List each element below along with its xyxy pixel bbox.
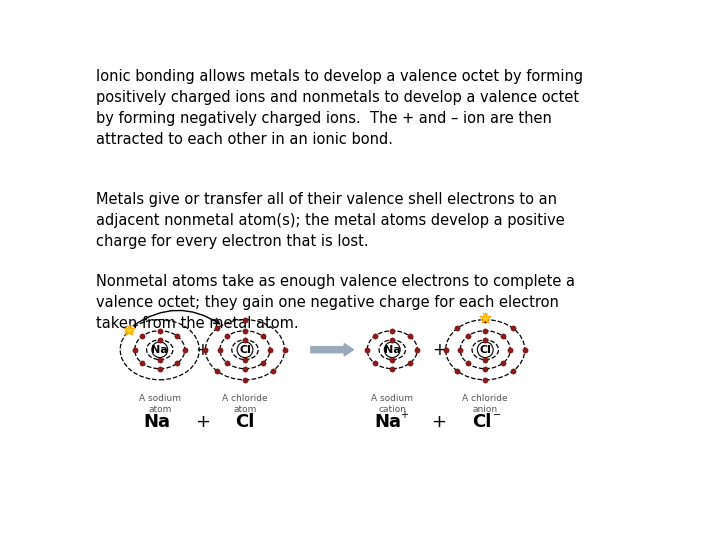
Text: A chloride
atom: A chloride atom bbox=[222, 394, 268, 415]
Text: Nonmetal atoms take as enough valence electrons to complete a
valence octet; the: Nonmetal atoms take as enough valence el… bbox=[96, 274, 575, 331]
Circle shape bbox=[384, 342, 400, 357]
Text: Cl: Cl bbox=[472, 413, 492, 431]
Text: Na: Na bbox=[151, 345, 168, 355]
FancyArrow shape bbox=[311, 343, 354, 356]
Text: A chloride
anion: A chloride anion bbox=[462, 394, 508, 415]
Text: Na: Na bbox=[384, 345, 400, 355]
Text: A sodium
atom: A sodium atom bbox=[139, 394, 181, 415]
Circle shape bbox=[237, 342, 253, 357]
Text: +: + bbox=[400, 410, 408, 420]
Text: +: + bbox=[195, 341, 210, 359]
Text: +: + bbox=[195, 413, 210, 431]
Circle shape bbox=[152, 342, 168, 357]
Circle shape bbox=[477, 342, 493, 357]
Text: Cl: Cl bbox=[480, 345, 491, 355]
Text: Ionic bonding allows metals to develop a valence octet by forming
positively cha: Ionic bonding allows metals to develop a… bbox=[96, 69, 583, 147]
Text: −: − bbox=[493, 410, 501, 420]
Text: Na: Na bbox=[375, 413, 402, 431]
Text: Metals give or transfer all of their valence shell electrons to an
adjacent nonm: Metals give or transfer all of their val… bbox=[96, 192, 565, 249]
Text: +: + bbox=[431, 413, 446, 431]
Text: +: + bbox=[432, 341, 446, 359]
Text: A sodium
cation: A sodium cation bbox=[372, 394, 413, 415]
Text: Cl: Cl bbox=[239, 345, 251, 355]
Text: Cl: Cl bbox=[235, 413, 255, 431]
Text: Na: Na bbox=[143, 413, 170, 431]
